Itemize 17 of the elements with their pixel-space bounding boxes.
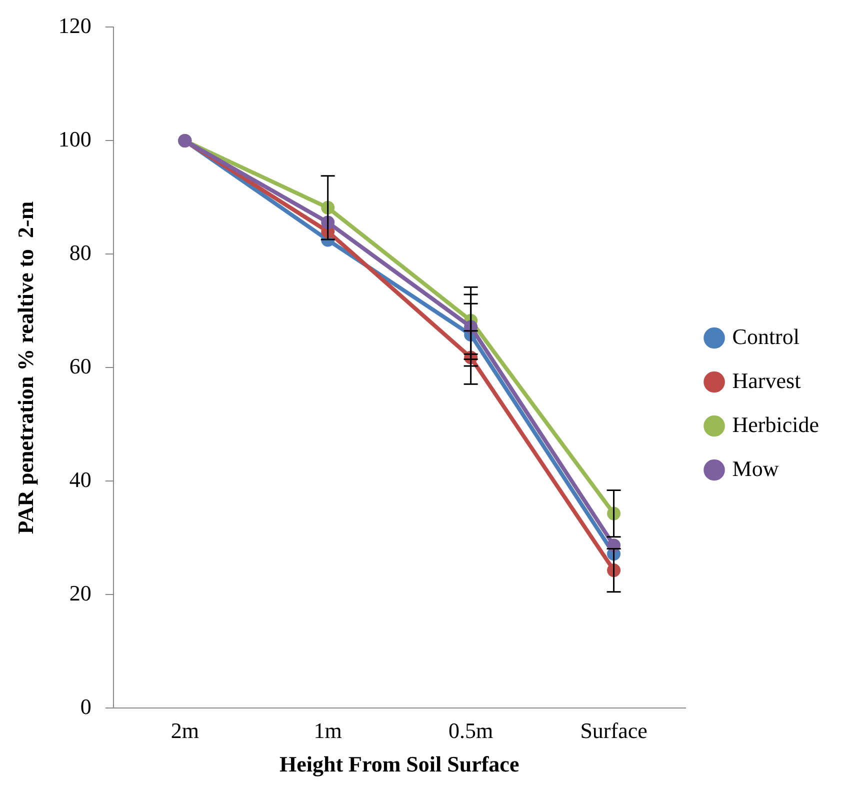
y-tick-label: 20 [69,580,92,606]
legend-label: Mow [732,456,779,481]
x-tick-label: 0.5m [448,718,494,744]
x-tick-label: 1m [314,718,342,744]
y-tick-label: 120 [58,12,92,38]
y-tick-label: 60 [69,353,92,378]
x-axis-title: Height From Soil Surface [279,751,520,776]
y-tick-label: 100 [58,126,92,152]
x-tick-label: 2m [170,718,199,744]
legend-label: Control [732,324,800,349]
x-tick-label: Surface [580,718,648,744]
y-tick-label: 0 [80,694,92,719]
y-tick-label: 80 [69,240,92,265]
legend-label: Harvest [732,368,801,393]
y-tick-label: 40 [69,466,92,492]
legend-label: Herbicide [732,412,819,437]
y-axis-title: PAR penetration % realtive to 2-m [12,201,38,534]
